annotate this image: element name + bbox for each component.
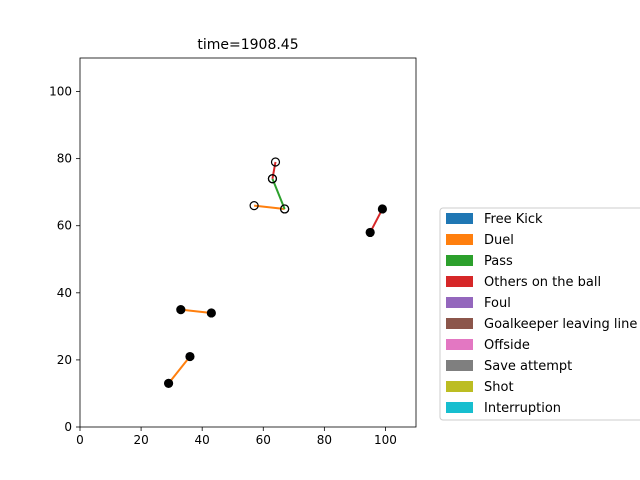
legend-swatch bbox=[446, 297, 473, 308]
chart-title: time=1908.45 bbox=[197, 37, 298, 53]
y-tick-label: 80 bbox=[57, 152, 72, 166]
y-tick-label: 0 bbox=[64, 420, 72, 434]
event-line bbox=[180, 308, 212, 314]
x-tick-label: 60 bbox=[256, 433, 271, 447]
player-point bbox=[280, 204, 290, 214]
x-tick-label: 40 bbox=[195, 433, 210, 447]
legend-label: Foul bbox=[484, 296, 511, 311]
legend-label: Interruption bbox=[484, 401, 561, 416]
legend-swatch bbox=[446, 213, 473, 224]
player-point bbox=[176, 304, 186, 315]
player-point bbox=[206, 308, 216, 318]
legend-label: Goalkeeper leaving line bbox=[484, 317, 637, 332]
legend-swatch bbox=[446, 255, 473, 266]
legend-swatch bbox=[446, 381, 473, 392]
y-axis: 0 20 40 60 80 100 bbox=[49, 85, 80, 434]
event-line bbox=[253, 204, 285, 210]
legend-swatch bbox=[446, 234, 473, 245]
x-tick-label: 80 bbox=[317, 433, 332, 447]
y-tick-label: 60 bbox=[57, 219, 72, 233]
legend-label: Pass bbox=[484, 254, 513, 269]
legend-label: Offside bbox=[484, 338, 530, 353]
legend-box bbox=[439, 207, 640, 421]
legend-label: Others on the ball bbox=[484, 275, 601, 290]
player-point bbox=[365, 227, 375, 238]
plot-area bbox=[80, 58, 416, 427]
player-point bbox=[270, 157, 281, 167]
y-tick-label: 40 bbox=[57, 286, 72, 300]
marks-layer bbox=[163, 157, 387, 388]
legend-label: Duel bbox=[484, 233, 514, 248]
legend-swatch bbox=[446, 276, 473, 287]
x-axis: 0 20 40 60 80 100 bbox=[76, 427, 397, 447]
legend-swatch bbox=[446, 360, 473, 371]
legend-swatch bbox=[446, 339, 473, 350]
event-line bbox=[271, 178, 286, 210]
legend-label: Free Kick bbox=[484, 212, 543, 227]
y-tick-label: 20 bbox=[57, 353, 72, 367]
player-point bbox=[163, 378, 174, 388]
player-point bbox=[185, 351, 195, 362]
player-point bbox=[249, 201, 259, 211]
player-point bbox=[267, 174, 278, 184]
legend-label: Shot bbox=[484, 380, 514, 395]
x-tick-label: 20 bbox=[133, 433, 148, 447]
plot-frame bbox=[79, 57, 417, 428]
legend-swatch bbox=[446, 318, 473, 329]
event-line bbox=[271, 161, 277, 179]
y-tick-label: 100 bbox=[49, 85, 72, 99]
legend-swatch bbox=[446, 402, 473, 413]
player-point bbox=[377, 204, 387, 214]
legend: Free Kick Duel Pass Others on the ball Foul G… bbox=[439, 207, 640, 421]
x-tick-label: 0 bbox=[76, 433, 84, 447]
legend-label: Save attempt bbox=[484, 359, 572, 374]
x-tick-label: 100 bbox=[374, 433, 397, 447]
event-line bbox=[167, 355, 191, 385]
